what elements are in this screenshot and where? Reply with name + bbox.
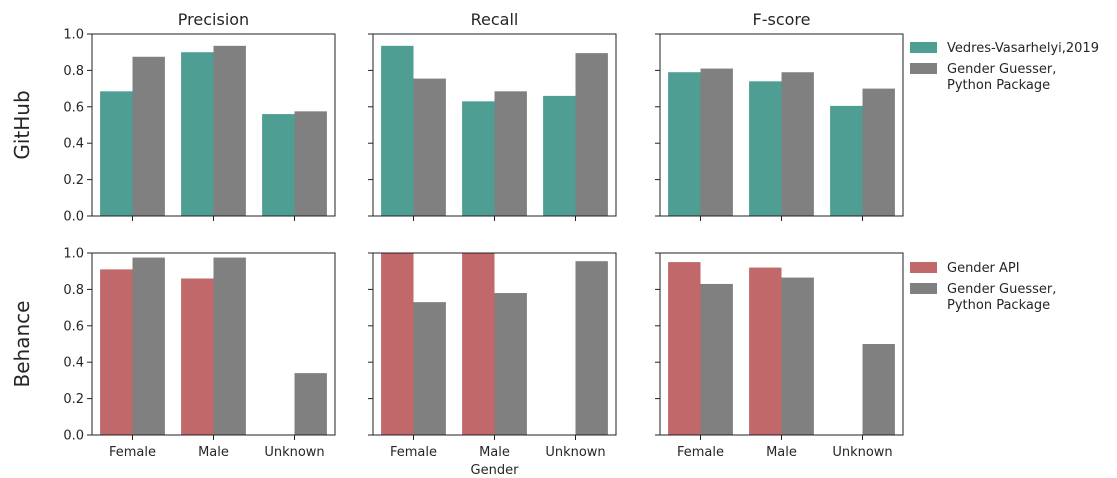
bar-female-series1: [132, 257, 165, 435]
row-label-github: GitHub: [10, 90, 34, 159]
y-tick-label: 0.4: [63, 137, 84, 152]
y-tick-label: 0.8: [63, 283, 84, 298]
bar-unknown-series0: [830, 105, 863, 216]
x-tick-label: Unknown: [545, 445, 605, 460]
legend-label: Python Package: [947, 298, 1050, 313]
y-tick-label: 0.8: [63, 64, 84, 79]
bar-male-series1: [213, 45, 246, 216]
bar-male-series1: [781, 277, 814, 435]
legend-label: Gender API: [947, 261, 1020, 276]
x-axis-label: Gender: [471, 463, 520, 478]
bar-female-series1: [132, 56, 165, 216]
x-tick-label: Male: [198, 445, 229, 460]
bar-unknown-series1: [575, 53, 608, 216]
subplot-title: Precision: [178, 10, 249, 29]
bar-female-series0: [668, 262, 701, 435]
bar-male-series1: [494, 293, 527, 435]
bar-unknown-series0: [543, 95, 576, 216]
subplot-0-0: [87, 33, 336, 221]
subplot-1-2: [655, 252, 904, 440]
legend-swatch: [910, 283, 937, 294]
subplot-title: F-score: [753, 10, 811, 29]
subplot-0-2: [655, 33, 904, 221]
x-tick-label: Female: [109, 445, 156, 460]
legend-swatch: [910, 42, 937, 53]
legend-right-top: Vedres-Vasarhelyi,2019 Gender Guesser,Pyt…: [910, 41, 1099, 93]
subplot-title: Recall: [471, 10, 519, 29]
bar-male-series0: [181, 52, 214, 217]
y-tick-label: 0.6: [63, 100, 84, 115]
bar-male-series0: [462, 101, 495, 216]
y-tick-label: 1.0: [63, 247, 84, 262]
y-tick-label: 0.6: [63, 319, 84, 334]
legend-swatch: [910, 63, 937, 74]
x-tick-label: Female: [390, 445, 437, 460]
x-tick-label: Male: [479, 445, 510, 460]
legend-swatch: [910, 262, 937, 273]
bar-male-series0: [749, 81, 782, 216]
y-tick-label: 0.2: [63, 392, 84, 407]
bar-male-series1: [213, 257, 246, 435]
bar-female-series1: [700, 68, 733, 216]
x-tick-label: Unknown: [264, 445, 324, 460]
legend-label: Gender Guesser,: [947, 282, 1056, 297]
y-tick-label: 0.2: [63, 173, 84, 188]
bar-female-series1: [700, 283, 733, 435]
bar-female-series0: [381, 253, 414, 435]
legend-right-bottom: Gender API Gender Guesser,Python Package: [910, 261, 1056, 313]
bar-female-series0: [668, 72, 701, 216]
legend-label: Vedres-Vasarhelyi,2019: [947, 41, 1099, 56]
subplot-1-0: [87, 252, 336, 440]
bar-male-series0: [462, 253, 495, 435]
bar-male-series0: [749, 267, 782, 435]
bar-male-series1: [494, 91, 527, 216]
bar-unknown-series1: [575, 261, 608, 435]
legend-label: Gender Guesser,: [947, 62, 1056, 77]
bar-female-series0: [100, 91, 133, 216]
x-tick-label: Unknown: [832, 445, 892, 460]
subplot-0-1: [368, 33, 617, 221]
y-tick-label: 1.0: [63, 28, 84, 43]
legend-label: Python Package: [947, 78, 1050, 93]
bar-unknown-series1: [294, 373, 327, 435]
y-tick-label: 0.4: [63, 356, 84, 371]
bar-female-series0: [381, 45, 414, 216]
bar-unknown-series1: [294, 111, 327, 216]
bar-female-series1: [413, 302, 446, 435]
bar-unknown-series1: [862, 344, 895, 435]
bar-female-series1: [413, 78, 446, 216]
y-tick-label: 0.0: [63, 210, 84, 225]
bar-male-series1: [781, 72, 814, 216]
bar-male-series0: [181, 278, 214, 435]
x-tick-label: Female: [677, 445, 724, 460]
subplot-1-1: [368, 252, 617, 440]
y-tick-label: 0.0: [63, 429, 84, 444]
bar-unknown-series1: [862, 88, 895, 216]
bar-unknown-series0: [262, 114, 295, 216]
bar-female-series0: [100, 269, 133, 435]
row-label-behance: Behance: [10, 301, 34, 388]
x-tick-label: Male: [766, 445, 797, 460]
